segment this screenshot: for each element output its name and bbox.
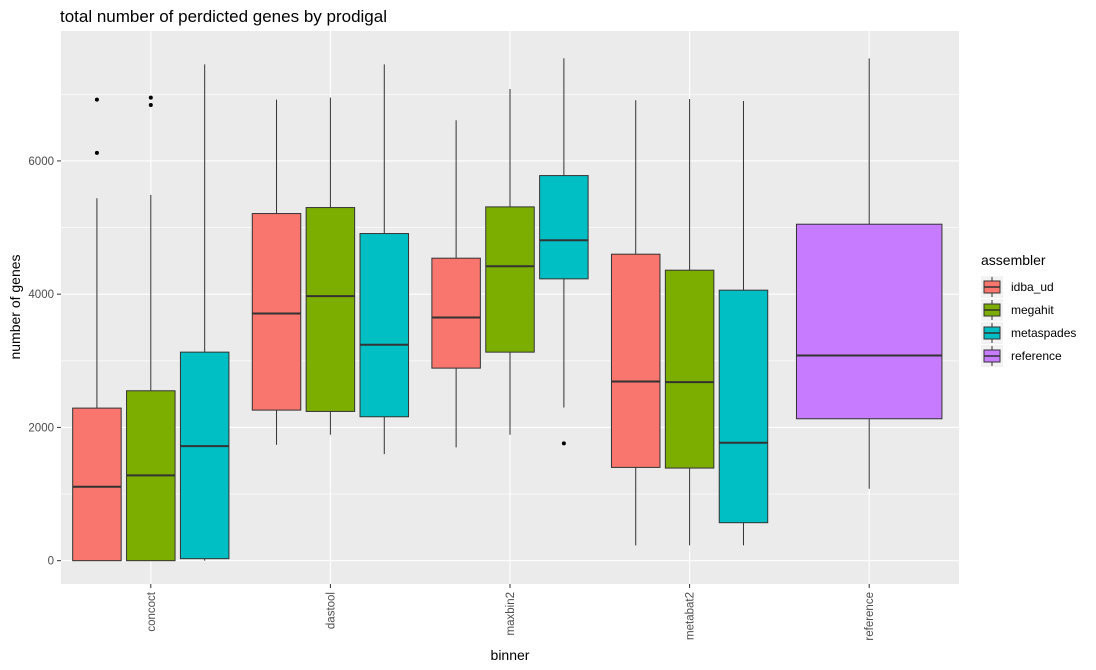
- box-iqr: [610, 253, 661, 468]
- box-iqr: [664, 269, 715, 469]
- x-tick-label: reference: [864, 592, 876, 641]
- box-iqr: [179, 351, 230, 560]
- box-idba_ud-concoct: [72, 97, 122, 562]
- box-megahit-metabat2: [664, 98, 715, 546]
- x-tick-label: maxbin2: [505, 592, 517, 635]
- boxes-layer: [72, 58, 943, 562]
- box-megahit-maxbin2: [485, 88, 535, 435]
- outlier-point: [148, 95, 153, 100]
- box-megahit-concoct: [126, 95, 176, 562]
- axes-layer: 0 2000 4000 6000 concoct dastool maxbin2 metaba…: [28, 156, 876, 641]
- x-tick-label: dastool: [325, 592, 337, 629]
- outlier-point: [94, 97, 99, 102]
- box-metaspades-concoct: [179, 64, 230, 561]
- box-iqr: [539, 175, 589, 280]
- box-iqr: [431, 257, 481, 369]
- x-axis-title: binner: [491, 647, 530, 663]
- outlier-point: [94, 150, 99, 155]
- outlier-point: [561, 441, 566, 446]
- legend-label: reference: [1011, 349, 1062, 363]
- box-iqr: [359, 233, 410, 418]
- chart-title: total number of perdicted genes by prodi…: [60, 7, 387, 26]
- y-tick-label: 4000: [28, 289, 54, 301]
- legend-item-reference: reference: [981, 345, 1062, 367]
- box-metaspades-metabat2: [718, 100, 769, 546]
- outlier-point: [148, 102, 153, 107]
- y-tick-label: 2000: [28, 422, 54, 434]
- legend-item-metaspades: metaspades: [981, 322, 1076, 344]
- legend-label: megahit: [1011, 303, 1054, 317]
- legend-title: assembler: [981, 252, 1046, 268]
- legend-label: metaspades: [1011, 326, 1076, 340]
- legend-label: idba_ud: [1011, 280, 1054, 294]
- box-iqr: [718, 289, 769, 524]
- y-axis-title: number of genes: [7, 254, 23, 359]
- box-iqr: [251, 213, 302, 411]
- x-tick-label: concoct: [146, 591, 158, 631]
- box-idba_ud-dastool: [251, 99, 302, 445]
- box-megahit-dastool: [305, 97, 356, 435]
- box-iqr: [72, 407, 122, 562]
- y-tick-label: 0: [48, 556, 54, 568]
- x-tick-label: metabat2: [685, 592, 697, 640]
- box-metaspades-dastool: [359, 64, 410, 455]
- box-iqr: [485, 206, 535, 353]
- box-metaspades-maxbin2: [539, 58, 589, 446]
- box-iqr: [305, 207, 356, 412]
- box-reference-reference: [795, 58, 943, 489]
- box-idba_ud-maxbin2: [431, 120, 481, 448]
- box-idba_ud-metabat2: [610, 100, 661, 546]
- legend-item-megahit: megahit: [981, 299, 1054, 321]
- y-tick-label: 6000: [28, 156, 54, 168]
- box-iqr: [795, 223, 943, 420]
- legend-item-idba_ud: idba_ud: [981, 276, 1054, 298]
